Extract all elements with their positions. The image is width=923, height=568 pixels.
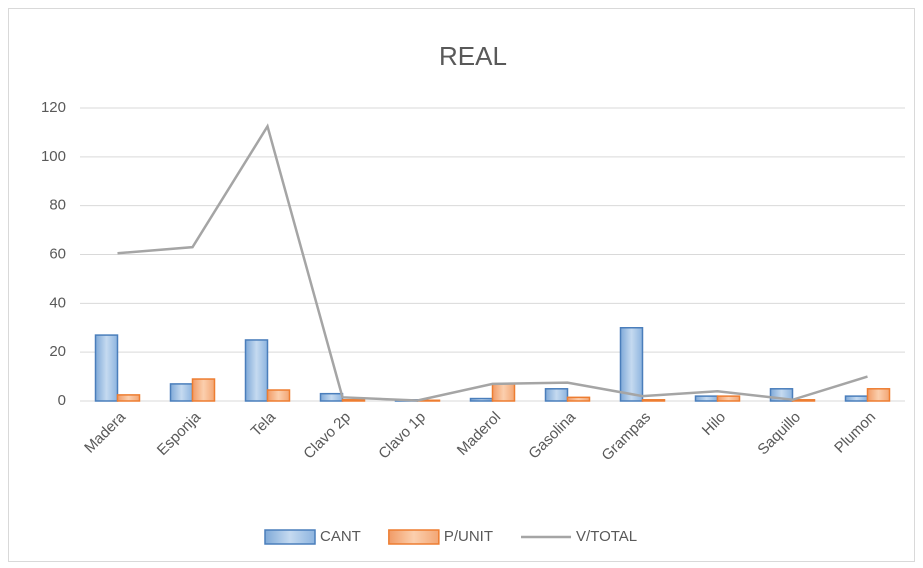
y-tick-label: 80 (49, 197, 66, 214)
bar (244, 339, 269, 402)
bar (694, 395, 719, 402)
bar (641, 399, 666, 402)
bar (619, 327, 644, 402)
y-tick-label: 100 (41, 148, 66, 165)
bar (191, 378, 216, 402)
y-tick-label: 60 (49, 245, 66, 262)
bar (116, 394, 141, 402)
bar (491, 383, 516, 402)
y-tick-label: 40 (49, 294, 66, 311)
bar (866, 388, 891, 402)
legend-swatch (264, 529, 316, 545)
legend-swatch (388, 529, 440, 545)
bar (716, 395, 741, 402)
y-tick-label: 120 (41, 99, 66, 116)
y-tick-label: 20 (49, 343, 66, 360)
legend-label: P/UNIT (444, 528, 493, 545)
legend-label: CANT (320, 528, 361, 545)
legend-label: V/TOTAL (576, 528, 637, 545)
bar (169, 383, 194, 402)
bar (844, 395, 869, 402)
bar (341, 399, 366, 402)
bar (469, 397, 494, 402)
bar (266, 389, 291, 402)
chart-border (8, 8, 915, 562)
bar (94, 334, 119, 402)
chart-title: REAL (439, 41, 507, 71)
y-tick-label: 0 (58, 392, 66, 409)
bar (319, 392, 344, 402)
bar (566, 396, 591, 402)
line-series (117, 123, 868, 402)
bar (544, 388, 569, 402)
